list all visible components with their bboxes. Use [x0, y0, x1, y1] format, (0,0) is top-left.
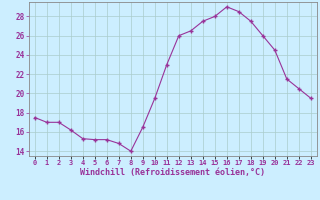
X-axis label: Windchill (Refroidissement éolien,°C): Windchill (Refroidissement éolien,°C) — [80, 168, 265, 177]
